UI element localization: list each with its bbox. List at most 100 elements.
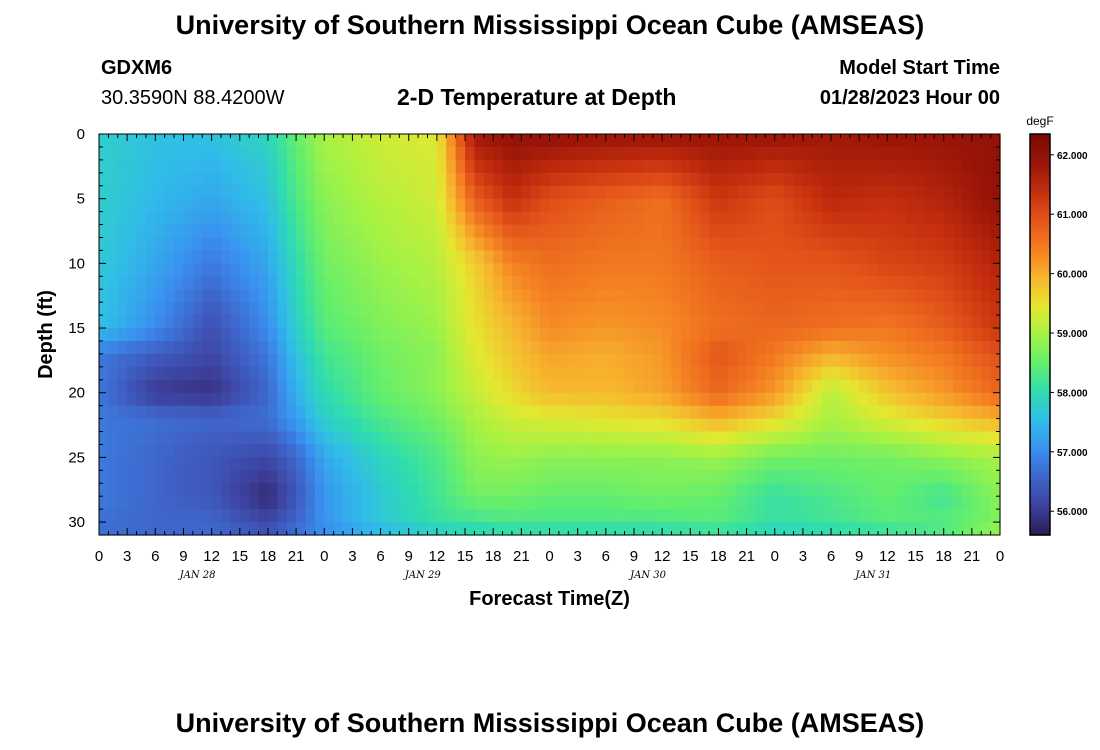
heatmap-cell — [906, 263, 917, 277]
heatmap-cell — [455, 315, 466, 329]
heatmap-cell — [568, 224, 579, 239]
heatmap-cell — [896, 146, 907, 161]
heatmap-cell — [671, 211, 682, 226]
heatmap-cell — [690, 211, 701, 226]
heatmap-cell — [868, 159, 879, 174]
heatmap-cell — [267, 237, 278, 252]
heatmap-cell — [183, 431, 194, 446]
heatmap-cell — [605, 405, 616, 420]
heatmap-cell — [511, 237, 522, 252]
heatmap-cell — [718, 211, 729, 226]
heatmap-cell — [474, 263, 485, 277]
heatmap-cell — [652, 276, 663, 290]
heatmap-cell — [343, 315, 354, 329]
heatmap-cell — [755, 224, 766, 239]
heatmap-cell — [455, 379, 466, 394]
heatmap-cell — [821, 172, 832, 187]
heatmap-cell — [812, 302, 823, 316]
heatmap-cell — [953, 302, 964, 316]
heatmap-cell — [202, 172, 213, 187]
colorbar-segment — [1030, 444, 1050, 449]
heatmap-cell — [690, 315, 701, 329]
heatmap-cell — [605, 185, 616, 200]
heatmap-cell — [483, 172, 494, 187]
heatmap-cell — [174, 522, 185, 536]
heatmap-cell — [127, 172, 138, 187]
heatmap-cell — [108, 172, 119, 187]
heatmap-cell — [465, 198, 476, 213]
heatmap-cell — [371, 276, 382, 290]
heatmap-cell — [343, 211, 354, 226]
heatmap-cell — [680, 405, 691, 420]
heatmap-cell — [305, 418, 316, 433]
heatmap-cell — [924, 366, 935, 381]
heatmap-cell — [277, 146, 288, 161]
heatmap-cell — [971, 431, 982, 446]
heatmap-cell — [174, 444, 185, 458]
heatmap-cell — [117, 315, 128, 329]
heatmap-cell — [343, 328, 354, 342]
heatmap-cell — [230, 172, 241, 187]
heatmap-cell — [831, 276, 842, 290]
heatmap-cell — [211, 418, 222, 433]
heatmap-cell — [727, 159, 738, 174]
heatmap-cell — [953, 224, 964, 239]
heatmap-cell — [343, 392, 354, 407]
heatmap-cell — [671, 366, 682, 381]
heatmap-cell — [821, 509, 832, 523]
heatmap-cell — [352, 198, 363, 213]
heatmap-cell — [296, 315, 307, 329]
heatmap-cell — [258, 405, 269, 420]
heatmap-cell — [99, 431, 109, 446]
heatmap-cell — [596, 496, 607, 510]
heatmap-cell — [127, 522, 138, 536]
heatmap-cell — [99, 159, 109, 174]
heatmap-cell — [765, 172, 776, 187]
heatmap-cell — [474, 302, 485, 316]
heatmap-cell — [737, 522, 748, 536]
heatmap-cell — [784, 302, 795, 316]
heatmap-cell — [136, 198, 147, 213]
heatmap-cell — [258, 366, 269, 381]
heatmap-cell — [709, 237, 720, 252]
heatmap-cell — [155, 172, 166, 187]
heatmap-cell — [690, 146, 701, 161]
heatmap-cell — [324, 159, 335, 174]
heatmap-cell — [408, 328, 419, 342]
heatmap-cell — [174, 483, 185, 497]
heatmap-cell — [943, 496, 954, 510]
heatmap-cell — [605, 366, 616, 381]
heatmap-cell — [371, 134, 382, 148]
heatmap-cell — [540, 431, 551, 446]
heatmap-cell — [737, 496, 748, 510]
heatmap-cell — [765, 237, 776, 252]
heatmap-cell — [812, 185, 823, 200]
heatmap-cell — [821, 431, 832, 446]
heatmap-cell — [511, 353, 522, 368]
heatmap-cell — [296, 263, 307, 277]
heatmap-cell — [333, 431, 344, 446]
heatmap-cell — [906, 315, 917, 329]
heatmap-cell — [840, 328, 851, 342]
heatmap-cell — [981, 302, 992, 316]
heatmap-cell — [296, 237, 307, 252]
heatmap-cell — [511, 250, 522, 264]
heatmap-cell — [877, 237, 888, 252]
heatmap-cell — [821, 392, 832, 407]
heatmap-cell — [652, 522, 663, 536]
heatmap-cell — [699, 211, 710, 226]
heatmap-cell — [249, 509, 260, 523]
heatmap-cell — [906, 444, 917, 458]
heatmap-cell — [408, 379, 419, 394]
heatmap-cell — [934, 340, 945, 355]
colorbar-segment — [1030, 351, 1050, 356]
x-tick-label: 6 — [151, 548, 159, 565]
heatmap-cell — [887, 379, 898, 394]
heatmap-cell — [399, 340, 410, 355]
heatmap-cell — [662, 250, 673, 264]
heatmap-cell — [305, 134, 316, 148]
heatmap-cell — [343, 263, 354, 277]
heatmap-cell — [249, 224, 260, 239]
heatmap-cell — [877, 366, 888, 381]
heatmap-cell — [483, 134, 494, 148]
